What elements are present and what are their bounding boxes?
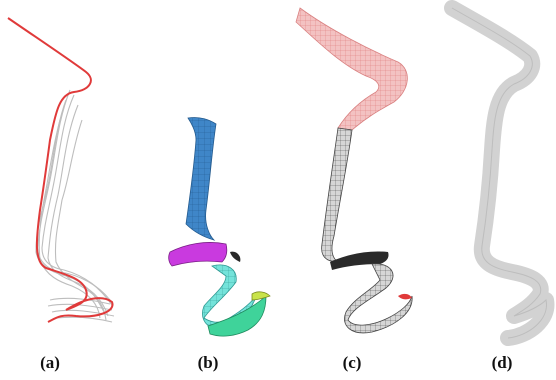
panel-c: (c) bbox=[295, 7, 413, 372]
panel-label-d: (d) bbox=[492, 353, 513, 372]
panel-a: (a) bbox=[7, 17, 115, 372]
patch-magenta bbox=[168, 242, 228, 267]
patch-blue bbox=[185, 117, 217, 241]
panel-label-b: (b) bbox=[198, 353, 219, 372]
panel-b: (b) bbox=[168, 117, 271, 372]
surface-lower-loop bbox=[344, 263, 413, 334]
fitted-curve bbox=[7, 17, 114, 323]
surface-dark-band bbox=[330, 251, 389, 270]
patch-yellow bbox=[251, 291, 271, 301]
panel-d: (d) bbox=[444, 0, 555, 372]
rendered-stroke-edge bbox=[451, 7, 547, 339]
rendered-stroke bbox=[444, 0, 555, 346]
sketch-strokes bbox=[35, 89, 115, 323]
surface-red-edge bbox=[398, 293, 412, 300]
panel-label-a: (a) bbox=[40, 353, 60, 372]
patch-green bbox=[207, 295, 267, 337]
surface-middle bbox=[321, 127, 353, 263]
panel-label-c: (c) bbox=[343, 353, 362, 372]
surface-upper bbox=[295, 7, 408, 131]
patch-dark-tip bbox=[230, 251, 241, 262]
